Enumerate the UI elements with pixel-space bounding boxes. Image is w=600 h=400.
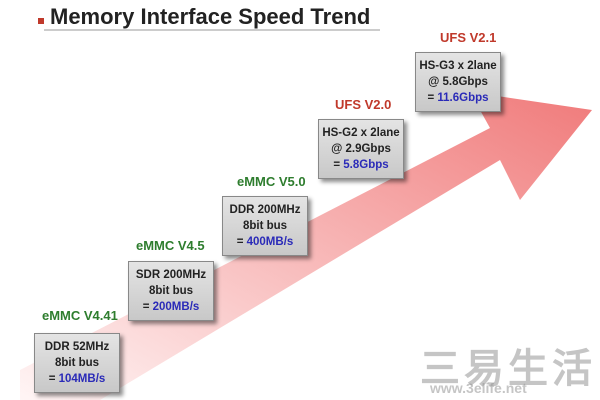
speed-line: = 5.8Gbps <box>319 157 403 173</box>
equals: = <box>236 236 244 248</box>
spec-line: DDR 200MHz <box>229 204 301 216</box>
spec-line: SDR 200MHz <box>135 269 207 281</box>
spec-box: SDR 200MHz 8bit bus = 200MB/s <box>128 261 214 321</box>
title: Memory Interface Speed Trend <box>50 4 371 29</box>
version-label: eMMC V4.5 <box>136 238 205 253</box>
spec-box: DDR 52MHz 8bit bus = 104MB/s <box>34 333 120 393</box>
version-label: eMMC V4.41 <box>42 308 118 323</box>
equals: = <box>48 373 56 385</box>
version-label: UFS V2.0 <box>335 97 392 112</box>
watermark-url: www.3elife.net <box>430 380 527 396</box>
speed: 400MB/s <box>246 236 294 248</box>
spec-line: 8bit bus <box>148 285 194 297</box>
speed-line: = 200MB/s <box>129 299 213 315</box>
spec-box: HS-G3 x 2lane @ 5.8Gbps = 11.6Gbps <box>415 52 501 112</box>
spec-line: DDR 52MHz <box>44 341 110 353</box>
spec-line: @ 5.8Gbps <box>428 76 488 88</box>
version-label: UFS V2.1 <box>440 30 497 45</box>
equals: = <box>142 301 150 313</box>
spec-line: 8bit bus <box>242 220 288 232</box>
spec-box: HS-G2 x 2lane @ 2.9Gbps = 5.8Gbps <box>318 119 404 179</box>
speed-line: = 11.6Gbps <box>416 90 500 106</box>
spec-line: HS-G3 x 2lane <box>419 60 497 72</box>
equals: = <box>427 92 435 104</box>
speed: 104MB/s <box>58 373 106 385</box>
spec-line: @ 2.9Gbps <box>331 143 391 155</box>
version-label: eMMC V5.0 <box>237 174 306 189</box>
equals: = <box>333 159 341 171</box>
watermark: 三易生活 <box>420 347 596 391</box>
speed: 200MB/s <box>152 301 200 313</box>
spec-line: 8bit bus <box>54 357 100 369</box>
title-bullet <box>38 18 44 24</box>
speed-line: = 400MB/s <box>223 234 307 250</box>
speed: 11.6Gbps <box>437 92 489 104</box>
speed-line: = 104MB/s <box>35 371 119 387</box>
spec-box: DDR 200MHz 8bit bus = 400MB/s <box>222 196 308 256</box>
speed: 5.8Gbps <box>343 159 389 171</box>
spec-line: HS-G2 x 2lane <box>322 127 400 139</box>
